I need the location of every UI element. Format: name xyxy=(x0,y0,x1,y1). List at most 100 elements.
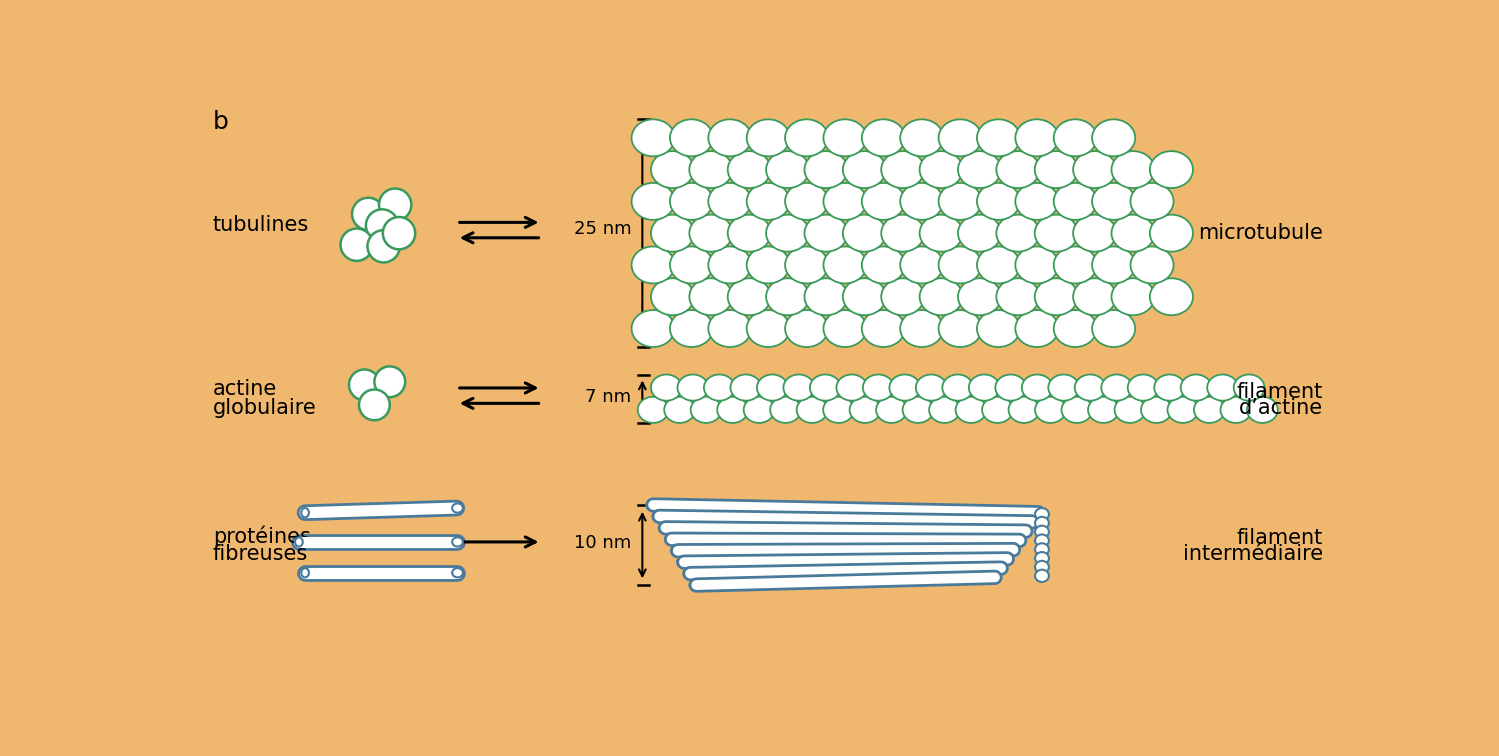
Ellipse shape xyxy=(1015,183,1058,220)
Ellipse shape xyxy=(705,374,735,401)
Ellipse shape xyxy=(1034,544,1049,556)
Ellipse shape xyxy=(1114,397,1145,423)
Text: actine: actine xyxy=(213,380,277,399)
Ellipse shape xyxy=(862,246,905,284)
Ellipse shape xyxy=(301,508,309,517)
Text: 7 nm: 7 nm xyxy=(586,388,631,406)
Ellipse shape xyxy=(1111,151,1154,188)
Ellipse shape xyxy=(1207,374,1238,401)
Ellipse shape xyxy=(1034,525,1049,538)
Ellipse shape xyxy=(805,151,847,188)
Ellipse shape xyxy=(836,374,868,401)
Ellipse shape xyxy=(631,183,675,220)
Text: intermédiaire: intermédiaire xyxy=(1183,544,1324,564)
Ellipse shape xyxy=(1181,374,1211,401)
Ellipse shape xyxy=(664,397,696,423)
Ellipse shape xyxy=(958,151,1001,188)
Ellipse shape xyxy=(863,374,893,401)
Ellipse shape xyxy=(678,374,708,401)
Ellipse shape xyxy=(943,374,973,401)
Ellipse shape xyxy=(1054,310,1097,347)
Ellipse shape xyxy=(1034,278,1078,315)
Ellipse shape xyxy=(958,215,1001,252)
Ellipse shape xyxy=(1015,246,1058,284)
Ellipse shape xyxy=(1130,183,1174,220)
Ellipse shape xyxy=(796,397,827,423)
Ellipse shape xyxy=(744,397,775,423)
Ellipse shape xyxy=(1195,397,1225,423)
Ellipse shape xyxy=(690,580,700,590)
Ellipse shape xyxy=(453,568,463,578)
Ellipse shape xyxy=(727,278,770,315)
Ellipse shape xyxy=(631,119,675,156)
Ellipse shape xyxy=(1048,374,1079,401)
Ellipse shape xyxy=(785,310,827,347)
Circle shape xyxy=(349,370,379,400)
Text: protéines: protéines xyxy=(213,525,310,547)
Ellipse shape xyxy=(982,397,1013,423)
Ellipse shape xyxy=(766,151,809,188)
Ellipse shape xyxy=(1034,561,1049,573)
Ellipse shape xyxy=(690,151,733,188)
Ellipse shape xyxy=(757,374,787,401)
Ellipse shape xyxy=(955,397,986,423)
Ellipse shape xyxy=(1093,119,1135,156)
Text: microtubule: microtubule xyxy=(1198,223,1324,243)
Ellipse shape xyxy=(901,183,943,220)
Ellipse shape xyxy=(646,500,657,510)
Ellipse shape xyxy=(1009,397,1039,423)
Ellipse shape xyxy=(823,397,854,423)
Ellipse shape xyxy=(651,278,694,315)
Ellipse shape xyxy=(766,278,809,315)
Ellipse shape xyxy=(1093,310,1135,347)
Ellipse shape xyxy=(784,374,814,401)
Ellipse shape xyxy=(651,151,694,188)
Ellipse shape xyxy=(916,374,947,401)
Circle shape xyxy=(340,228,373,261)
Ellipse shape xyxy=(958,278,1001,315)
Ellipse shape xyxy=(938,183,982,220)
Ellipse shape xyxy=(881,278,925,315)
Ellipse shape xyxy=(1150,215,1193,252)
Ellipse shape xyxy=(1034,552,1049,565)
Ellipse shape xyxy=(805,278,847,315)
Circle shape xyxy=(352,198,384,230)
Circle shape xyxy=(382,217,415,249)
Ellipse shape xyxy=(823,119,866,156)
Ellipse shape xyxy=(1093,246,1135,284)
Ellipse shape xyxy=(691,397,721,423)
Ellipse shape xyxy=(881,151,925,188)
Ellipse shape xyxy=(997,151,1039,188)
Ellipse shape xyxy=(1220,397,1252,423)
Text: 25 nm: 25 nm xyxy=(574,220,631,238)
Ellipse shape xyxy=(809,374,841,401)
Ellipse shape xyxy=(862,119,905,156)
Ellipse shape xyxy=(664,534,676,544)
Ellipse shape xyxy=(1034,517,1049,529)
Ellipse shape xyxy=(823,246,866,284)
Ellipse shape xyxy=(1093,183,1135,220)
Ellipse shape xyxy=(1034,570,1049,582)
Ellipse shape xyxy=(1234,374,1265,401)
Ellipse shape xyxy=(889,374,920,401)
Ellipse shape xyxy=(1168,397,1198,423)
Ellipse shape xyxy=(631,246,675,284)
Ellipse shape xyxy=(1034,534,1049,547)
Ellipse shape xyxy=(709,183,751,220)
Ellipse shape xyxy=(747,119,790,156)
Ellipse shape xyxy=(1034,151,1078,188)
Ellipse shape xyxy=(977,119,1021,156)
Text: filament: filament xyxy=(1237,382,1324,401)
Ellipse shape xyxy=(727,151,770,188)
Ellipse shape xyxy=(823,183,866,220)
Ellipse shape xyxy=(1150,151,1193,188)
Ellipse shape xyxy=(1061,397,1093,423)
Ellipse shape xyxy=(1034,397,1066,423)
Ellipse shape xyxy=(672,546,682,556)
Ellipse shape xyxy=(684,569,694,578)
Text: d’actine: d’actine xyxy=(1238,398,1324,418)
Ellipse shape xyxy=(1111,278,1154,315)
Ellipse shape xyxy=(651,215,694,252)
Ellipse shape xyxy=(709,119,751,156)
Circle shape xyxy=(379,188,411,221)
